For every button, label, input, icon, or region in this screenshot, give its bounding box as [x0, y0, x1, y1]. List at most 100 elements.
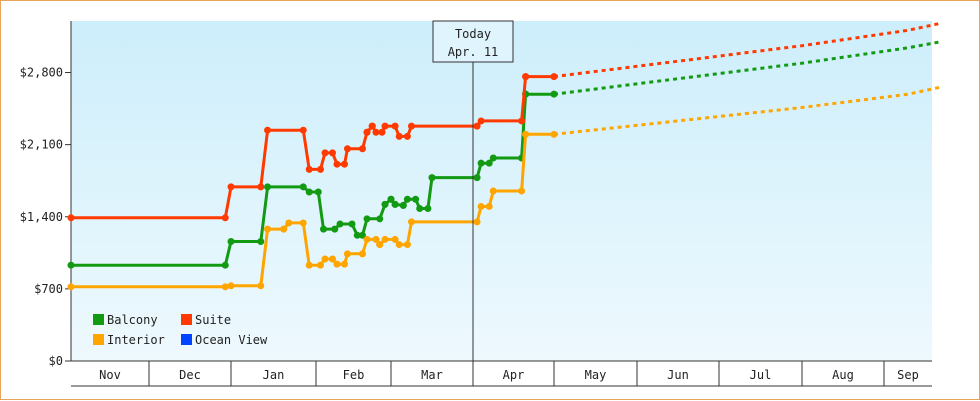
- data-point-suite: [368, 122, 376, 130]
- x-tick-label: Apr: [503, 368, 525, 382]
- data-point-interior: [477, 202, 485, 210]
- data-point-balcony: [428, 174, 436, 182]
- data-point-interior: [329, 255, 336, 263]
- data-point-suite: [518, 117, 526, 125]
- data-point-interior: [285, 219, 293, 227]
- x-tick-label: Dec: [179, 368, 201, 382]
- x-tick-label: Jul: [750, 368, 772, 382]
- data-point-suite: [372, 128, 380, 136]
- data-point-balcony: [67, 261, 75, 269]
- data-point-suite: [378, 128, 386, 136]
- data-point-suite: [333, 160, 341, 168]
- data-point-balcony: [473, 174, 481, 182]
- today-label: Today: [455, 27, 491, 41]
- legend: Balcony Suite Interior Ocean View: [93, 313, 268, 347]
- data-point-suite: [408, 122, 415, 130]
- series-line-suite: [71, 75, 554, 220]
- y-tick-label: $700: [34, 282, 63, 296]
- data-point-suite: [299, 126, 307, 134]
- data-point-suite: [359, 145, 366, 153]
- data-point-suite: [395, 132, 403, 140]
- data-point-balcony: [221, 261, 229, 269]
- x-tick-label: Jun: [667, 368, 689, 382]
- data-point-interior: [550, 130, 558, 138]
- data-point-interior: [321, 255, 329, 263]
- data-point-balcony: [336, 220, 344, 228]
- data-point-interior: [299, 219, 307, 227]
- data-point-suite: [264, 126, 272, 134]
- data-point-suite: [221, 214, 229, 222]
- data-point-interior: [257, 282, 265, 290]
- data-point-suite: [363, 128, 371, 136]
- data-point-balcony: [299, 183, 307, 191]
- data-point-suite: [522, 73, 530, 81]
- data-point-balcony: [348, 220, 356, 228]
- x-tick-label: Feb: [343, 368, 365, 382]
- axis-layer: $0 $700 $1,400 $2,100 $2,800 Nov Dec Jan Feb Mar A…: [20, 21, 932, 387]
- data-point-interior: [305, 261, 313, 269]
- data-point-interior: [363, 235, 371, 243]
- y-tick-label: $2,800: [20, 66, 63, 80]
- data-point-interior: [489, 187, 497, 195]
- data-point-balcony: [376, 215, 384, 223]
- data-point-interior: [280, 225, 288, 233]
- data-point-suite: [391, 122, 399, 130]
- x-tick-label: Nov: [99, 368, 121, 382]
- data-point-suite: [257, 183, 265, 191]
- legend-label-interior: Interior: [107, 333, 165, 347]
- data-point-balcony: [320, 225, 327, 233]
- data-point-interior: [518, 187, 526, 195]
- data-point-interior: [395, 241, 403, 249]
- data-point-interior: [381, 235, 389, 243]
- series-layer: [67, 21, 942, 291]
- data-point-balcony: [391, 200, 399, 208]
- data-point-interior: [391, 235, 399, 243]
- data-point-suite: [341, 160, 348, 168]
- legend-label-suite: Suite: [195, 313, 231, 327]
- forecast-line-suite: [553, 21, 942, 79]
- data-point-balcony: [257, 237, 265, 245]
- legend-swatch-interior: [93, 334, 104, 345]
- data-point-balcony: [353, 231, 361, 239]
- x-tick-label: Mar: [421, 368, 443, 382]
- data-point-balcony: [331, 225, 339, 233]
- data-point-suite: [344, 145, 351, 153]
- data-point-balcony: [412, 195, 420, 203]
- today-marker: Today Apr. 11: [432, 20, 514, 361]
- data-point-interior: [317, 261, 324, 269]
- data-point-balcony: [359, 231, 366, 239]
- data-point-suite: [329, 149, 336, 157]
- data-point-interior: [227, 282, 235, 290]
- data-point-balcony: [399, 201, 407, 209]
- x-tick-label: Aug: [832, 368, 854, 382]
- data-point-suite: [227, 183, 235, 191]
- data-point-interior: [376, 241, 384, 249]
- data-point-interior: [341, 260, 348, 268]
- data-point-interior: [522, 130, 530, 138]
- data-point-interior: [67, 283, 75, 291]
- x-tick-label: Jan: [263, 368, 285, 382]
- y-tick-label: $2,100: [20, 138, 63, 152]
- legend-label-ocean-view: Ocean View: [195, 333, 268, 347]
- x-tick-label: May: [585, 368, 607, 382]
- y-tick-label: $0: [49, 354, 63, 368]
- x-tick-label: Sep: [897, 368, 919, 382]
- data-point-interior: [485, 202, 493, 210]
- today-box: [432, 20, 514, 63]
- data-point-balcony: [381, 200, 389, 208]
- today-date: Apr. 11: [448, 45, 499, 59]
- data-point-interior: [473, 218, 481, 226]
- data-point-balcony: [264, 183, 272, 191]
- data-point-interior: [359, 250, 366, 258]
- data-point-suite: [67, 214, 75, 222]
- data-point-balcony: [227, 237, 235, 245]
- forecast-line-interior: [553, 85, 942, 136]
- legend-swatch-suite: [181, 314, 192, 325]
- data-point-balcony: [403, 195, 411, 203]
- data-point-interior: [333, 260, 341, 268]
- data-point-balcony: [305, 188, 313, 196]
- data-point-balcony: [477, 159, 485, 167]
- data-point-balcony: [424, 205, 432, 213]
